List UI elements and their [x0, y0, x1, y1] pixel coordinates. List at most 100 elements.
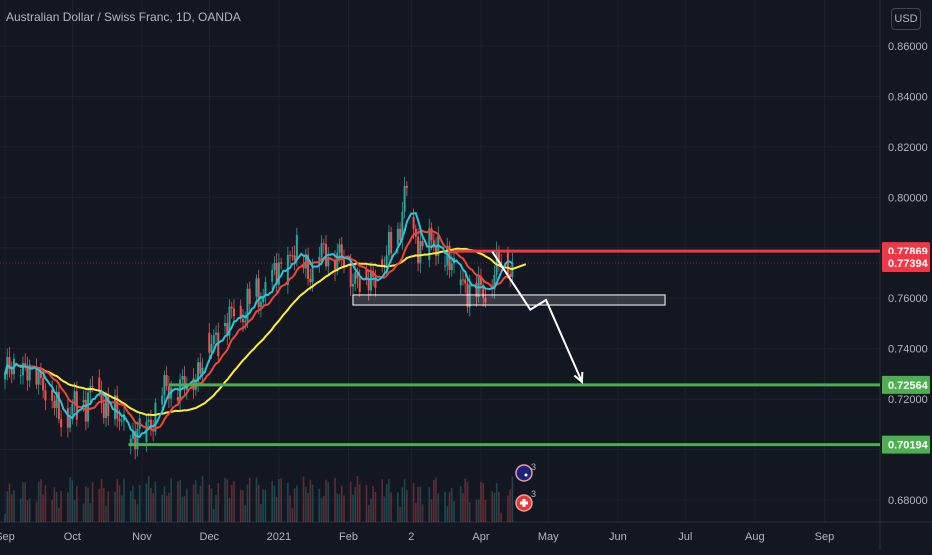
ma-slow-line — [4, 247, 527, 417]
volume-bar — [498, 491, 500, 522]
candle-body — [98, 377, 101, 391]
volume-bar — [475, 499, 478, 522]
volume-bar — [307, 492, 309, 522]
volume-bar — [248, 477, 251, 522]
volume-bar — [293, 488, 296, 522]
volume-bar — [120, 495, 123, 522]
candle-body — [403, 185, 406, 212]
candle-body — [428, 228, 431, 260]
volume-bar — [186, 488, 188, 522]
volume-bar — [147, 476, 150, 522]
volume-bar — [26, 500, 29, 522]
volume-bar — [415, 502, 417, 522]
volume-bar — [468, 502, 471, 522]
volume-bar — [444, 491, 446, 522]
volume-bar — [100, 478, 103, 522]
volume-bar — [129, 490, 132, 522]
volume-bar — [388, 478, 390, 522]
candle-body — [309, 278, 312, 283]
volume-bar — [406, 489, 408, 522]
volume-bar — [150, 488, 152, 522]
candle-body — [228, 306, 231, 336]
volume-bar — [338, 494, 341, 522]
volume-bar — [107, 491, 110, 522]
volume-bar — [327, 482, 330, 522]
volume-bar — [318, 488, 321, 522]
candle-body — [73, 391, 76, 404]
candle-body — [57, 391, 60, 420]
volume-bar — [28, 498, 31, 522]
volume-bar — [67, 492, 69, 522]
projection-arrowhead — [573, 371, 584, 385]
volume-bar — [199, 485, 202, 522]
volume-bar — [428, 487, 431, 522]
volume-bar — [163, 486, 166, 522]
candle-body — [369, 271, 372, 291]
candle-body — [55, 391, 58, 409]
volume-bar — [491, 491, 493, 522]
volume-bar — [343, 495, 345, 522]
support-zone-rect — [352, 294, 666, 306]
x-tick-label: Jul — [678, 531, 692, 543]
volume-bar — [73, 500, 76, 522]
candle-body — [417, 236, 420, 264]
volume-bar — [446, 506, 449, 522]
candle-body — [435, 247, 438, 256]
volume-bar — [255, 477, 258, 522]
candle-body — [248, 288, 251, 304]
currency-button[interactable]: USD — [891, 8, 921, 30]
chart-title: Australian Dollar / Swiss Franc, 1D, OAN… — [6, 10, 241, 24]
volume-bar — [114, 491, 116, 522]
candle-body — [372, 271, 375, 278]
volume-bar — [448, 491, 451, 522]
candle-body — [210, 344, 213, 353]
volume-bars — [4, 476, 514, 522]
candle-body — [387, 232, 390, 256]
candle-body — [244, 320, 247, 323]
volume-bar — [305, 486, 307, 522]
price-label: 0.70194 — [888, 440, 929, 452]
projection-arrow — [491, 251, 583, 383]
candle-body — [277, 262, 280, 285]
x-tick-label: Sep — [0, 531, 15, 543]
volume-bar — [275, 497, 278, 522]
volume-bar — [432, 480, 435, 522]
candle-body — [136, 428, 139, 450]
volume-bar — [40, 479, 42, 522]
candle-body — [105, 396, 108, 418]
volume-bar — [296, 485, 298, 522]
volume-bar — [419, 486, 422, 522]
candle-body — [479, 276, 482, 286]
candle-body — [444, 265, 447, 267]
volume-bar — [462, 493, 464, 522]
candle-body — [66, 408, 69, 428]
volume-bar — [233, 480, 235, 522]
x-tick-label: 2021 — [267, 531, 291, 543]
candle-body — [224, 323, 227, 327]
volume-bar — [168, 492, 170, 522]
candle-body — [181, 376, 184, 380]
volume-bar — [311, 484, 314, 522]
candle-body — [340, 244, 343, 260]
candle-body — [24, 363, 27, 366]
volume-bar — [383, 496, 386, 522]
candle-body — [102, 403, 105, 418]
volume-bar — [138, 485, 141, 522]
volume-bar — [37, 481, 40, 522]
candle-body — [338, 244, 341, 253]
candle-body — [351, 283, 354, 287]
candle-body — [201, 367, 204, 374]
candle-body — [295, 234, 298, 261]
candle-body — [497, 250, 500, 262]
y-tick-label: 0.84000 — [888, 91, 928, 103]
candle-body — [495, 250, 498, 275]
volume-bar — [192, 484, 195, 522]
candle-body — [10, 368, 13, 375]
candle-body — [51, 390, 54, 401]
candle-body — [271, 269, 274, 282]
volume-bar — [71, 480, 74, 522]
candle-body — [176, 396, 179, 401]
candle-body — [302, 264, 305, 269]
